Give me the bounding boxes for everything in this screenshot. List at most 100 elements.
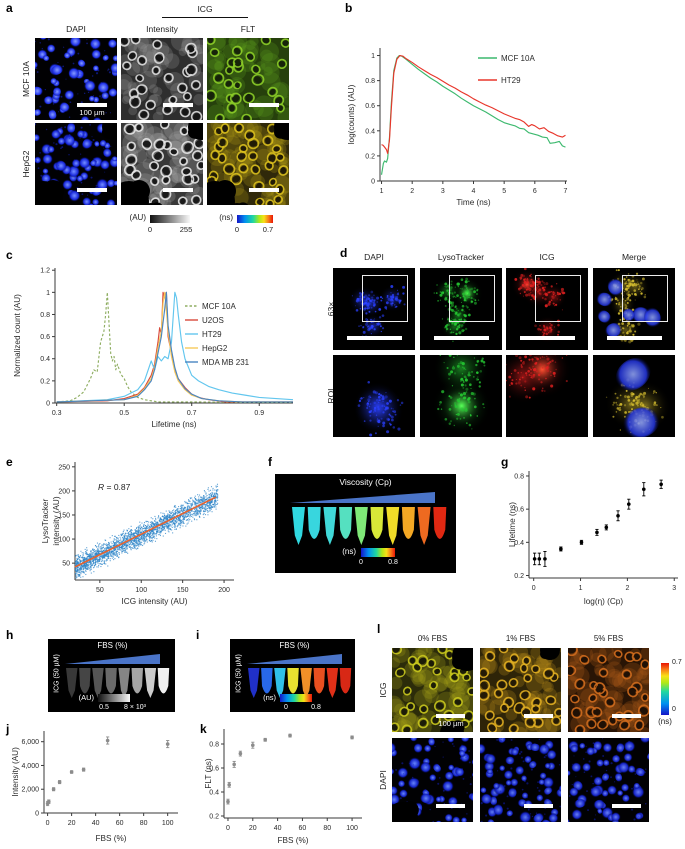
- svg-text:intensity (AU): intensity (AU): [52, 496, 61, 545]
- micrograph-dapi-5fbs: [568, 738, 649, 822]
- svg-text:LysoTracker: LysoTracker: [41, 499, 50, 544]
- panel-l-col-5fbs: 5% FBS: [593, 634, 624, 643]
- svg-text:FBS (%): FBS (%): [278, 836, 309, 845]
- svg-text:1: 1: [579, 585, 583, 592]
- scale-bar: [163, 188, 193, 192]
- scale-bar: [347, 336, 402, 340]
- viscosity-tube-strip: [290, 492, 447, 545]
- micrograph-roi-dapi: [333, 355, 415, 437]
- micrograph-hepg2-dapi: [35, 123, 117, 205]
- svg-text:0.3: 0.3: [52, 410, 62, 417]
- panel-l-cb-label: (ns): [658, 717, 672, 726]
- colorbar-ns-gradient: [237, 215, 273, 223]
- svg-text:100: 100: [346, 825, 358, 832]
- panel-f-cb-gradient: [361, 548, 395, 557]
- svg-text:100: 100: [135, 587, 147, 594]
- svg-text:0.6: 0.6: [365, 103, 375, 110]
- scale-bar: [612, 804, 641, 808]
- panel-f-cb-label: (ns): [342, 547, 356, 556]
- panel-i-cb-label: (ns): [263, 693, 276, 702]
- svg-text:100: 100: [58, 537, 70, 544]
- svg-text:20: 20: [68, 820, 76, 827]
- panel-f-cb-max: 0.8: [388, 559, 398, 566]
- svg-text:6,000: 6,000: [21, 739, 39, 746]
- svg-text:log(η) (Cp): log(η) (Cp): [584, 597, 623, 606]
- svg-text:HepG2: HepG2: [202, 344, 228, 353]
- micrograph-63x-merge: [593, 268, 675, 350]
- colorbar-au-max: 255: [179, 225, 193, 234]
- svg-text:0.4: 0.4: [209, 789, 219, 796]
- svg-text:Lifetime (ns): Lifetime (ns): [151, 420, 196, 429]
- panel-a-group-underline: [162, 17, 248, 18]
- svg-text:150: 150: [177, 587, 189, 594]
- panel-l-row-icg: ICG: [378, 682, 388, 698]
- svg-text:1: 1: [380, 188, 384, 195]
- svg-text:0.5: 0.5: [119, 410, 129, 417]
- svg-text:Normalized count (AU): Normalized count (AU): [13, 294, 22, 377]
- panel-d-col-merge: Merge: [621, 252, 647, 262]
- panel-l-col-0fbs: 0% FBS: [417, 634, 448, 643]
- svg-text:FLT (ns): FLT (ns): [204, 758, 213, 788]
- panel-c-label: c: [6, 248, 13, 262]
- chart-lifetime-histogram: 0.3 0.5 0.7 0.9 0 0.2 0.4 0.6 0.8 1 1.2 Lifetime (n…: [13, 268, 294, 429]
- svg-text:0.6: 0.6: [40, 334, 50, 341]
- svg-text:0.8: 0.8: [514, 473, 524, 480]
- panel-i-title: FBS (%): [279, 641, 310, 650]
- svg-text:2: 2: [625, 585, 629, 592]
- panel-g-label: g: [501, 455, 509, 469]
- panel-h-cb-label: (AU): [78, 693, 94, 702]
- svg-text:0.7: 0.7: [187, 410, 197, 417]
- panel-b-label: b: [345, 1, 353, 15]
- fbs-lifetime-tube-strip: [247, 654, 352, 698]
- panel-l-cb-gradient: [661, 663, 669, 715]
- svg-text:Lifetime (ns): Lifetime (ns): [508, 502, 517, 547]
- scale-bar: [612, 714, 641, 718]
- panel-f-title: Viscosity (Cp): [339, 477, 392, 487]
- svg-text:0.4: 0.4: [40, 356, 50, 363]
- svg-text:7: 7: [564, 188, 568, 195]
- svg-text:60: 60: [116, 820, 124, 827]
- chart-intensity-vs-fbs: 0 20 40 60 80 100 0 2,000 4,000 6,000 FBS (%) Inten…: [11, 731, 178, 843]
- panel-l-col-1fbs: 1% FBS: [505, 634, 536, 643]
- panel-h-cb-gradient: [98, 694, 130, 702]
- panel-a-col-dapi: DAPI: [66, 24, 86, 34]
- svg-text:0: 0: [371, 179, 375, 186]
- svg-text:3: 3: [672, 585, 676, 592]
- svg-text:3: 3: [441, 188, 445, 195]
- scale-bar-text: 100 µm: [438, 719, 464, 728]
- svg-text:2: 2: [410, 188, 414, 195]
- svg-text:0.6: 0.6: [514, 507, 524, 514]
- panel-l-row-dapi: DAPI: [378, 770, 388, 790]
- micrograph-icg-0fbs: [392, 648, 473, 732]
- micrograph-mcf10a-icg-flt: [207, 38, 289, 120]
- chart-fluorescence-decay: 1 2 3 4 5 6 7 0 0.2 0.4 0.6 0.8 1 Time (ns) log(counts…: [347, 48, 568, 207]
- micrograph-dapi-0fbs: [392, 738, 473, 822]
- svg-text:MCF 10A: MCF 10A: [501, 54, 535, 63]
- svg-text:0.6: 0.6: [209, 765, 219, 772]
- svg-text:0.8: 0.8: [209, 741, 219, 748]
- panel-a-col-flt: FLT: [240, 24, 256, 34]
- svg-text:0.8: 0.8: [40, 312, 50, 319]
- svg-text:6: 6: [533, 188, 537, 195]
- panel-i-label: i: [196, 628, 200, 642]
- svg-text:40: 40: [92, 820, 100, 827]
- svg-text:0.8: 0.8: [365, 78, 375, 85]
- svg-text:80: 80: [323, 825, 331, 832]
- svg-text:4,000: 4,000: [21, 763, 39, 770]
- svg-text:80: 80: [140, 820, 148, 827]
- scale-bar: [249, 188, 279, 192]
- panel-h-label: h: [6, 628, 14, 642]
- panel-h-cb-max: 8 × 10³: [124, 704, 146, 711]
- svg-text:150: 150: [58, 512, 70, 519]
- scale-bar: [520, 336, 575, 340]
- colorbar-au-min: 0: [147, 225, 153, 234]
- scale-bar: [436, 804, 465, 808]
- panel-f-label: f: [268, 455, 272, 469]
- svg-text:0: 0: [226, 825, 230, 832]
- panel-l-cb-max: 0.7: [672, 659, 682, 666]
- colorbar-ns-max: 0.7: [262, 225, 274, 234]
- scale-bar: [163, 103, 193, 107]
- panel-l-cb-min: 0: [672, 706, 676, 713]
- panel-a-label: a: [6, 1, 13, 15]
